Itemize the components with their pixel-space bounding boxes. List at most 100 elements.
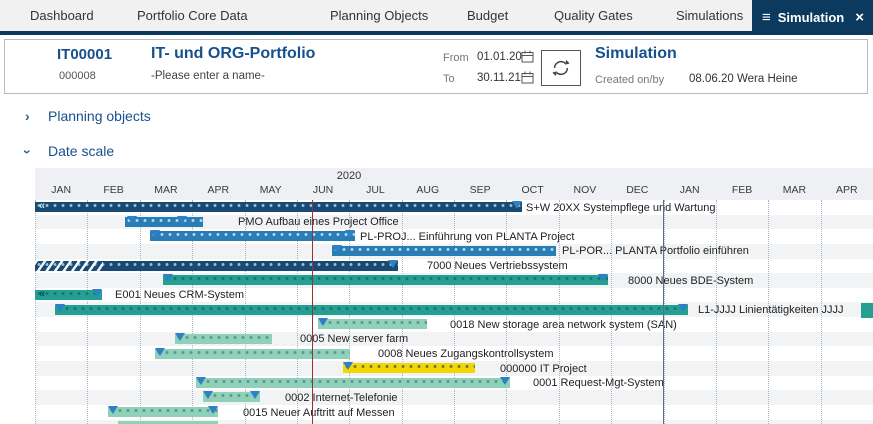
nav-item-simulations[interactable]: Simulations [676,8,744,23]
progress-hatch [35,260,103,271]
created-label: Created on/by [595,74,665,86]
gantt-body: « S+W 20XX Systempflege und Wartung PMO Au… [35,200,873,424]
nav-item-portfolio-core-data[interactable]: Portfolio Core Data [137,8,248,23]
gantt-bar[interactable] [150,231,355,242]
nav-accent-border [0,31,873,35]
gantt-bar-fragment[interactable] [861,303,873,318]
gantt-bar[interactable] [332,245,556,256]
nav-item-dashboard[interactable]: Dashboard [30,8,94,23]
milestone-marker-icon[interactable] [500,376,510,385]
gantt-bar[interactable] [163,275,608,286]
milestone-marker-icon[interactable] [163,274,173,283]
section-label[interactable]: Planning objects [48,108,151,124]
gantt-bar[interactable] [196,377,510,388]
top-nav: Dashboard Portfolio Core Data Planning Obj… [0,0,873,31]
portfolio-name-placeholder[interactable]: -Please enter a name- [151,70,265,82]
gantt-bar[interactable] [203,392,260,403]
gantt-bar[interactable] [175,333,272,344]
created-by: Wera Heine [737,73,798,85]
active-tab-label: Simulation [777,10,845,25]
nav-item-planning-objects[interactable]: Planning Objects [330,8,429,23]
month-label: FEB [731,184,753,196]
portfolio-id: IT00001 [57,46,113,63]
timescale-header: 2020 JAN FEB MAR APR MAY JUN JUL AUG SEP OCT NOV DE… [35,168,873,200]
gantt-bar-label: 0008 Neues Zugangskontrollsystem [378,348,554,360]
hamburger-menu-icon[interactable]: ≡ [762,9,771,26]
gantt-bar-label: 0015 Neuer Auftritt auf Messen [243,406,395,419]
milestone-marker-icon[interactable] [332,244,342,253]
month-label: JUL [366,184,385,196]
gantt-bar[interactable] [35,260,398,271]
gantt-bar-label: 8000 Neues BDE-System [628,274,754,287]
milestone-marker-icon[interactable] [343,362,353,371]
milestone-marker-icon[interactable] [388,259,398,268]
milestone-marker-icon[interactable] [55,303,65,312]
milestone-marker-icon[interactable] [250,391,260,400]
gantt-bar[interactable] [55,304,688,315]
chevron-right-icon[interactable]: › [25,108,30,124]
created-date: 08.06.20 [689,73,734,85]
month-label: NOV [573,184,597,196]
month-gridline [820,200,822,424]
milestone-marker-icon[interactable] [108,406,118,415]
calendar-icon[interactable] [521,50,534,63]
to-label: To [443,73,455,85]
double-arrow-left-icon: « [39,287,46,300]
portfolio-code: 000008 [59,70,96,82]
gantt-bar-label: 0001 Request-Mgt-System [533,377,664,390]
gantt-bar[interactable] [318,319,427,330]
calendar-icon[interactable] [521,71,534,84]
section-planning-objects[interactable]: › Planning objects [0,106,873,130]
milestone-marker-icon[interactable] [208,406,218,415]
gantt-bar[interactable] [125,216,203,227]
nav-item-quality-gates[interactable]: Quality Gates [554,8,633,23]
milestone-marker-icon[interactable] [345,230,355,239]
gantt-bar-label: 0002 Internet-Telefonie [285,391,398,404]
chevron-down-icon[interactable]: › [20,149,37,155]
month-label: MAR [154,184,178,196]
gantt-bar-label: PL-PROJ... Einführung von PLANTA Project [360,230,575,243]
month-label: MAY [259,184,282,196]
from-label: From [443,52,469,64]
milestone-marker-icon[interactable] [150,230,160,239]
close-tab-icon[interactable]: × [855,9,864,26]
milestone-marker-icon[interactable] [177,215,187,224]
section-label[interactable]: Date scale [48,143,115,159]
milestone-marker-icon[interactable] [512,201,522,209]
gantt-chart: 2020 JAN FEB MAR APR MAY JUN JUL AUG SEP OCT NOV DE… [35,168,873,424]
milestone-marker-icon[interactable] [203,391,213,400]
gantt-bar[interactable]: « [35,287,102,300]
section-date-scale[interactable]: › Date scale [0,141,873,165]
from-date-value[interactable]: 01.01.20 [477,51,522,63]
refresh-button[interactable] [541,50,581,86]
gantt-bar-label: E001 Neues CRM-System [115,289,244,302]
month-label: JAN [679,184,700,196]
to-date-value[interactable]: 30.11.21 [477,72,521,84]
gantt-bar[interactable]: « [35,201,522,212]
gantt-bar-label: PL-POR... PLANTA Portfolio einführen [562,245,749,258]
milestone-marker-icon[interactable] [127,215,137,224]
milestone-marker-icon[interactable] [92,288,102,297]
year-boundary-line [663,200,664,424]
gantt-bar[interactable] [343,363,475,374]
milestone-marker-icon[interactable] [155,347,165,356]
gantt-bar-label: PMO Aufbau eines Project Office [238,216,399,229]
milestone-marker-icon[interactable] [598,274,608,283]
month-label: APR [836,184,858,196]
milestone-marker-icon[interactable] [196,376,206,385]
tab-simulation[interactable]: ≡ Simulation × [752,0,873,35]
gantt-bar-label: 7000 Neues Vertriebssystem [427,260,568,273]
milestone-marker-icon[interactable] [318,318,328,327]
gantt-bar-label: 0018 New storage area network system (SA… [450,318,677,331]
gantt-bar[interactable] [155,348,350,359]
month-label: OCT [521,184,544,196]
nav-item-budget[interactable]: Budget [467,8,509,23]
refresh-icon [552,59,570,77]
gantt-bar[interactable] [108,407,218,418]
month-label: SEP [469,184,491,196]
milestone-marker-icon[interactable] [678,303,688,312]
milestone-marker-icon[interactable] [175,332,185,341]
month-label: MAR [782,184,807,196]
gantt-bar-fragment[interactable] [118,421,218,424]
month-label: FEB [103,184,124,196]
